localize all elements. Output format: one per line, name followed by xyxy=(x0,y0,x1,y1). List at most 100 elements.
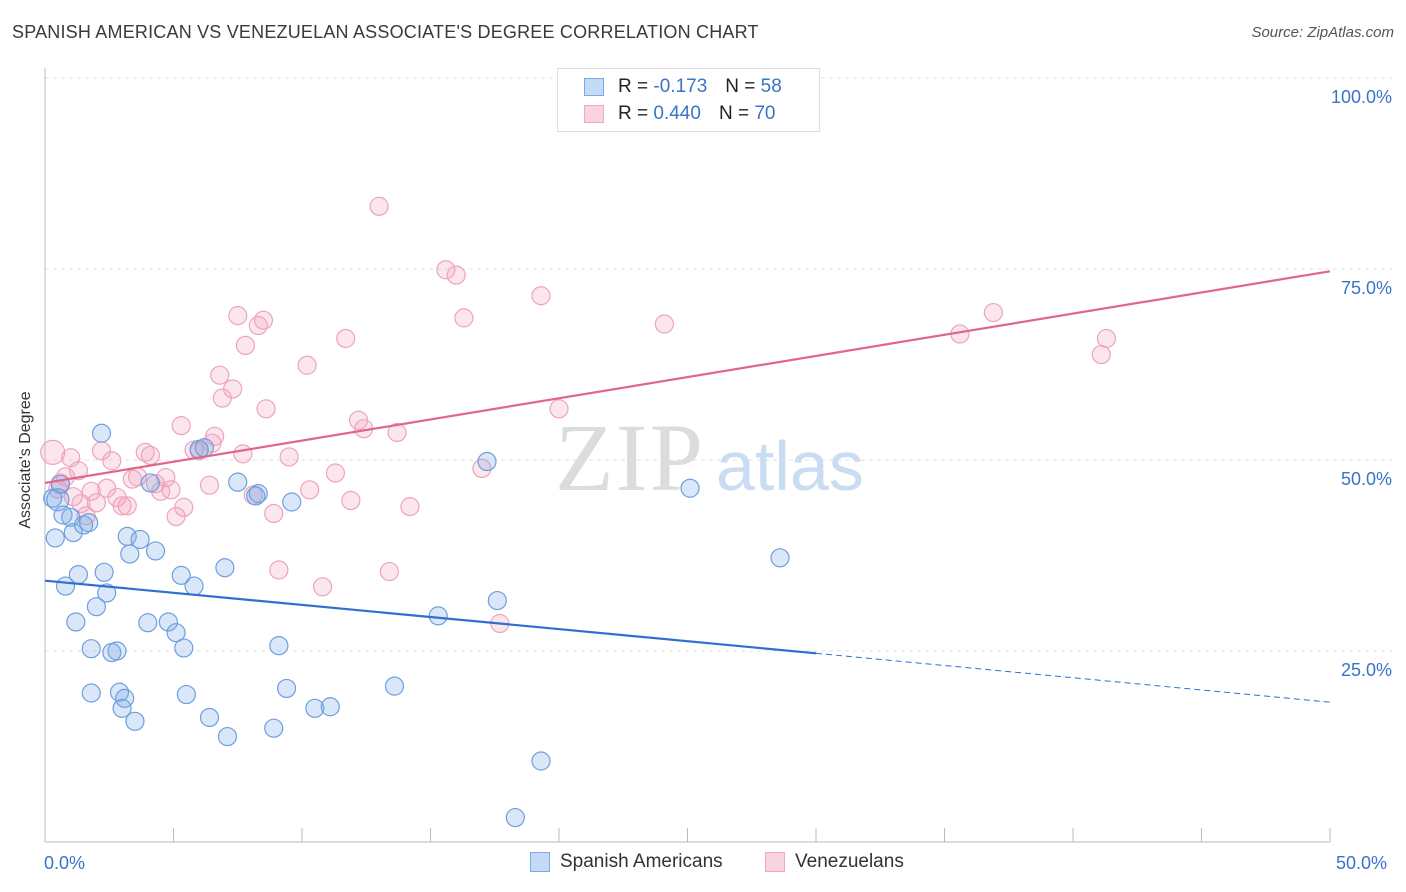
pink-swatch-icon xyxy=(584,105,604,123)
venezuelans-point xyxy=(112,496,132,516)
venezuelans-point xyxy=(228,306,248,326)
x-tick-label: 50.0% xyxy=(1336,853,1388,873)
venezuelans-point xyxy=(256,399,276,419)
venezuelans-point xyxy=(400,497,420,517)
legend-row-spanish-americans: R = -0.173 N = 58 xyxy=(584,75,782,99)
spanish-americans-point xyxy=(276,678,297,699)
venezuelans-point xyxy=(379,561,399,582)
venezuelans-point xyxy=(1096,328,1117,349)
grid xyxy=(45,77,1392,652)
venezuelans-point xyxy=(387,422,407,443)
spanish-americans-point xyxy=(282,492,302,512)
watermark-atlas: atlas xyxy=(716,427,864,505)
spanish-americans-point xyxy=(166,623,186,643)
venezuelans-point xyxy=(68,461,89,481)
venezuelans-point xyxy=(156,467,176,488)
spanish-americans-point xyxy=(158,612,178,632)
spanish-americans-point xyxy=(91,423,112,443)
spanish-americans-point xyxy=(199,707,220,728)
chart-title: SPANISH AMERICAN VS VENEZUELAN ASSOCIATE… xyxy=(12,22,759,42)
venezuelans-point xyxy=(40,439,66,465)
venezuelans-point xyxy=(325,463,346,483)
venezuelans-point xyxy=(171,416,191,436)
spanish-americans-point xyxy=(81,639,101,659)
spanish-americans-point xyxy=(487,590,507,611)
venezuelans-point xyxy=(297,355,317,375)
r-label: R = xyxy=(618,76,649,97)
spanish-americans-point xyxy=(269,636,289,656)
venezuelans-point xyxy=(71,493,91,514)
venezuelans-point xyxy=(248,315,268,336)
n-value: 58 xyxy=(760,76,782,97)
y-tick-label: 75.0% xyxy=(1340,278,1392,298)
y-tick-label: 50.0% xyxy=(1340,469,1392,489)
spanish-americans-point xyxy=(215,558,235,578)
venezuelans-point xyxy=(312,577,333,597)
legend-item-spanish-americans[interactable]: Spanish Americans xyxy=(530,851,723,873)
spanish-americans-point xyxy=(428,606,448,626)
spanish-americans-point xyxy=(384,676,405,696)
spanish-americans-point xyxy=(97,583,117,603)
venezuelans-point xyxy=(336,328,356,349)
n-label: N = xyxy=(718,103,750,124)
spanish-americans-point xyxy=(109,682,130,702)
venezuelans-point xyxy=(436,260,456,280)
legend-item-venezuelans[interactable]: Venezuelans xyxy=(765,851,904,873)
legend-label: Spanish Americans xyxy=(560,851,723,872)
venezuelans-point xyxy=(454,308,474,328)
spanish-americans-point xyxy=(320,697,340,717)
r-label: R = xyxy=(618,103,649,124)
spanish-americans-point xyxy=(248,484,268,504)
y-tick-label: 25.0% xyxy=(1340,660,1392,680)
venezuelans-point xyxy=(174,497,194,517)
spanish-americans-point xyxy=(130,529,150,550)
spanish-americans-point xyxy=(68,564,89,585)
venezuelans-point xyxy=(81,481,101,501)
y-tick-label: 100.0% xyxy=(1330,87,1392,107)
venezuelans-point xyxy=(140,445,160,466)
venezuelans-point xyxy=(223,379,243,399)
spanish-americans-point xyxy=(45,528,65,548)
venezuelans-point xyxy=(253,310,274,330)
venezuelans-point xyxy=(269,560,289,580)
spanish-americans-point xyxy=(680,478,700,498)
blue-swatch-icon xyxy=(530,852,550,872)
venezuelans-point xyxy=(1091,344,1111,365)
watermark-zip: ZIP xyxy=(555,404,705,511)
legend-row-venezuelans: R = 0.440 N = 70 xyxy=(584,102,775,126)
correlation-legend: R = -0.173 N = 58 R = 0.440 N = 70 xyxy=(557,68,820,132)
venezuelans-point xyxy=(135,442,155,462)
spanish-americans-point xyxy=(79,513,99,533)
venezuelans-point xyxy=(341,490,361,511)
venezuelans-trend-line xyxy=(44,270,1331,485)
spanish-americans-point xyxy=(171,565,191,585)
venezuelans-point xyxy=(117,496,137,516)
venezuelans-point xyxy=(983,302,1003,323)
venezuelans-point xyxy=(369,196,389,216)
series-legend: Spanish Americans Venezuelans xyxy=(0,851,1406,877)
source-credit: Source: ZipAtlas.com xyxy=(1251,24,1394,41)
spanish-americans-point xyxy=(477,451,497,472)
spanish-americans-point xyxy=(140,473,160,493)
spanish-americans-points xyxy=(43,423,790,828)
legend-label: Venezuelans xyxy=(795,851,904,872)
spanish-americans-point xyxy=(138,613,158,633)
spanish-americans-point xyxy=(531,751,551,771)
venezuelans-point xyxy=(235,335,256,355)
spanish-americans-point xyxy=(305,698,325,718)
spanish-americans-point xyxy=(125,711,145,731)
venezuelans-point xyxy=(86,493,107,513)
x-tick-label: 0.0% xyxy=(44,853,86,873)
spanish-americans-point xyxy=(194,438,214,458)
spanish-americans-point xyxy=(145,541,166,561)
venezuelans-point xyxy=(233,444,253,464)
venezuelans-point xyxy=(549,399,569,419)
venezuelans-points xyxy=(40,196,1117,634)
spanish-americans-point xyxy=(94,562,114,582)
spanish-americans-point xyxy=(770,548,790,568)
spanish-americans-point xyxy=(86,597,107,617)
pink-swatch-icon xyxy=(765,852,785,872)
venezuelans-point xyxy=(300,480,320,500)
spanish-americans-point xyxy=(264,718,284,738)
venezuelans-point xyxy=(161,480,181,500)
